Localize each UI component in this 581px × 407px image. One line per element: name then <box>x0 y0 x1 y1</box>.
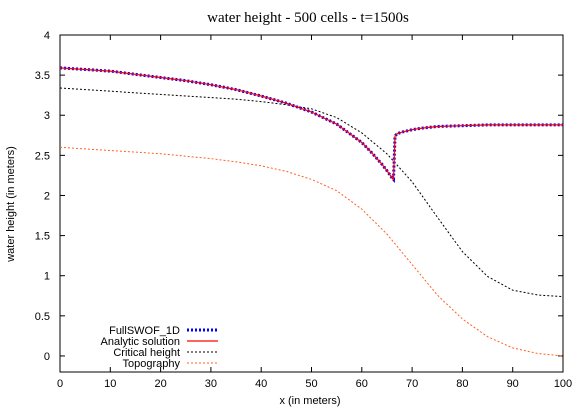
legend-label-fullswof-1d: FullSWOF_1D <box>109 325 180 337</box>
chart-title: water height - 500 cells - t=1500s <box>207 10 409 26</box>
x-tick-label: 10 <box>104 378 116 390</box>
x-tick-label: 80 <box>456 378 468 390</box>
x-tick-label: 70 <box>406 378 418 390</box>
x-tick-label: 100 <box>554 378 572 390</box>
series-layer <box>59 66 564 357</box>
x-tick-label: 60 <box>356 378 368 390</box>
x-tick-label: 90 <box>507 378 519 390</box>
x-tick-label: 40 <box>255 378 267 390</box>
legend-label-topography: Topography <box>123 358 181 370</box>
axis-ticks: 0 10 20 30 40 50 60 70 80 90 100 0 0.5 1 1.5 2 2.5 3 3.5 4 <box>35 30 572 390</box>
series-line-critical-height <box>59 87 564 298</box>
series-line-fullswof-1d <box>59 66 563 184</box>
x-axis-label: x (in meters) <box>279 395 340 407</box>
plot-area-frame <box>59 34 564 373</box>
y-tick-label: 3.5 <box>35 70 50 82</box>
y-axis-label: water height (in meters) <box>5 146 17 263</box>
series-line-analytic-solution <box>59 67 563 181</box>
legend-label-critical-height: Critical height <box>113 347 180 359</box>
y-tick-label: 4 <box>44 30 50 42</box>
x-tick-label: 30 <box>205 378 217 390</box>
x-tick-label: 0 <box>57 378 63 390</box>
y-tick-label: 2.5 <box>35 150 50 162</box>
y-tick-label: 1.5 <box>35 231 50 243</box>
legend-label-analytic-solution: Analytic solution <box>101 336 181 348</box>
x-tick-label: 50 <box>305 378 317 390</box>
y-tick-label: 2 <box>44 190 50 202</box>
y-tick-label: 0.5 <box>35 311 50 323</box>
x-tick-label: 20 <box>154 378 166 390</box>
y-tick-label: 0 <box>44 351 50 363</box>
y-tick-label: 3 <box>44 110 50 122</box>
y-tick-label: 1 <box>44 271 50 283</box>
